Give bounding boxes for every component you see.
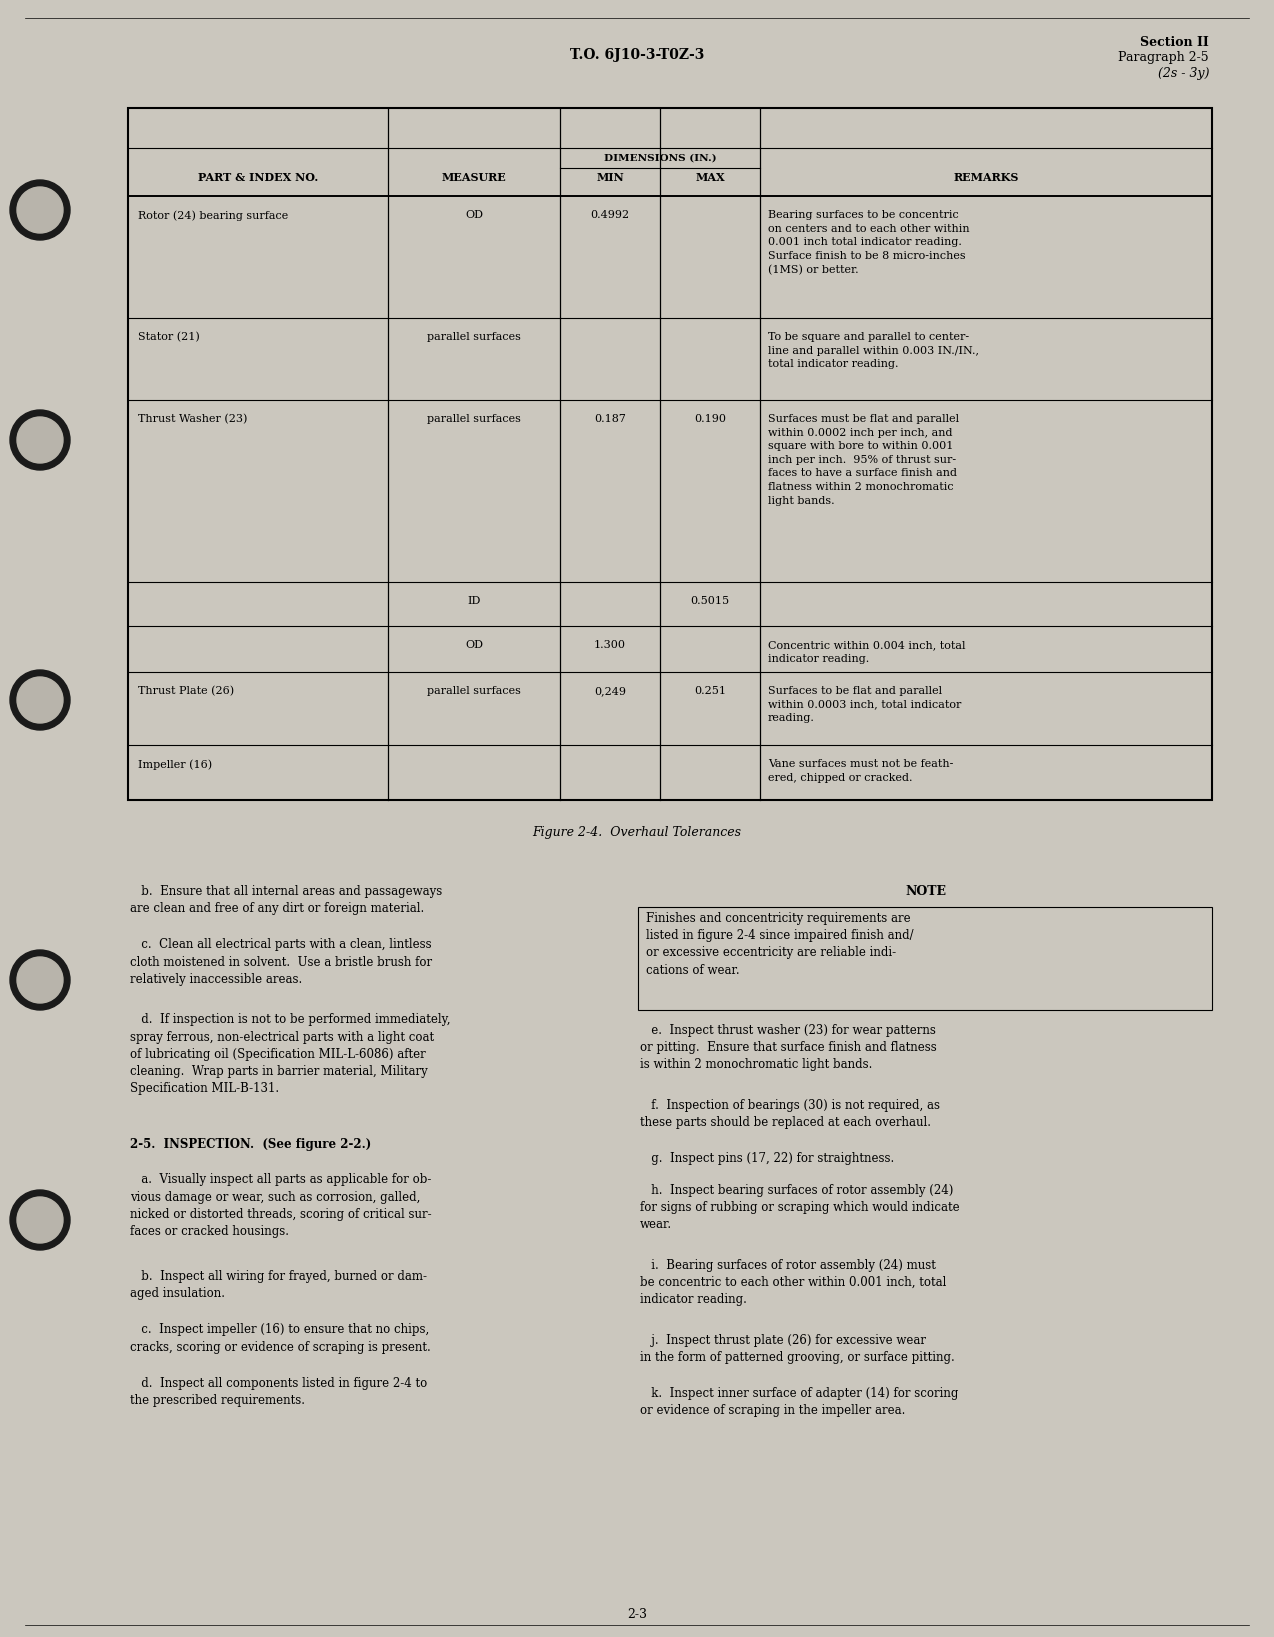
Text: Surfaces must be flat and parallel
within 0.0002 inch per inch, and
square with : Surfaces must be flat and parallel withi… (768, 414, 959, 506)
Text: T.O. 6J10-3-T0Z-3: T.O. 6J10-3-T0Z-3 (569, 47, 705, 62)
Text: h.  Inspect bearing surfaces of rotor assembly (24)
for signs of rubbing or scra: h. Inspect bearing surfaces of rotor ass… (640, 1184, 959, 1231)
Circle shape (17, 958, 62, 1003)
Text: e.  Inspect thrust washer (23) for wear patterns
or pitting.  Ensure that surfac: e. Inspect thrust washer (23) for wear p… (640, 1023, 936, 1071)
Text: d.  If inspection is not to be performed immediately,
spray ferrous, non-electri: d. If inspection is not to be performed … (130, 1013, 451, 1095)
Text: j.  Inspect thrust plate (26) for excessive wear
in the form of patterned groovi: j. Inspect thrust plate (26) for excessi… (640, 1334, 954, 1364)
Text: 0.4992: 0.4992 (590, 210, 629, 219)
Text: Figure 2-4.  Overhaul Tolerances: Figure 2-4. Overhaul Tolerances (533, 827, 741, 840)
Text: To be square and parallel to center-
line and parallel within 0.003 IN./IN.,
tot: To be square and parallel to center- lin… (768, 332, 978, 370)
Text: Paragraph 2-5: Paragraph 2-5 (1119, 51, 1209, 64)
Text: parallel surfaces: parallel surfaces (427, 414, 521, 424)
Text: d.  Inspect all components listed in figure 2-4 to
the prescribed requirements.: d. Inspect all components listed in figu… (130, 1377, 427, 1406)
Text: (2s - 3y): (2s - 3y) (1158, 67, 1209, 80)
Text: 0.190: 0.190 (694, 414, 726, 424)
Bar (127, 108, 1212, 800)
Text: 0.187: 0.187 (594, 414, 626, 424)
Bar (638, 907, 1212, 1010)
Circle shape (17, 187, 62, 232)
Circle shape (10, 409, 70, 470)
Text: OD: OD (465, 210, 483, 219)
Text: 0.5015: 0.5015 (691, 596, 730, 606)
Text: Rotor (24) bearing surface: Rotor (24) bearing surface (138, 210, 288, 221)
Circle shape (17, 417, 62, 463)
Text: g.  Inspect pins (17, 22) for straightness.: g. Inspect pins (17, 22) for straightnes… (640, 1152, 894, 1166)
Text: b.  Inspect all wiring for frayed, burned or dam-
aged insulation.: b. Inspect all wiring for frayed, burned… (130, 1270, 427, 1300)
Text: MIN: MIN (596, 172, 624, 183)
Text: c.  Inspect impeller (16) to ensure that no chips,
cracks, scoring or evidence o: c. Inspect impeller (16) to ensure that … (130, 1323, 431, 1354)
Text: Bearing surfaces to be concentric
on centers and to each other within
0.001 inch: Bearing surfaces to be concentric on cen… (768, 210, 970, 275)
Circle shape (17, 678, 62, 724)
Text: ID: ID (468, 596, 480, 606)
Text: PART & INDEX NO.: PART & INDEX NO. (197, 172, 318, 183)
Text: Surfaces to be flat and parallel
within 0.0003 inch, total indicator
reading.: Surfaces to be flat and parallel within … (768, 686, 962, 724)
Text: a.  Visually inspect all parts as applicable for ob-
vious damage or wear, such : a. Visually inspect all parts as applica… (130, 1174, 432, 1238)
Text: 2-5.  INSPECTION.  (See figure 2-2.): 2-5. INSPECTION. (See figure 2-2.) (130, 1138, 371, 1151)
Text: 1.300: 1.300 (594, 640, 626, 650)
Text: c.  Clean all electrical parts with a clean, lintless
cloth moistened in solvent: c. Clean all electrical parts with a cle… (130, 938, 432, 985)
Text: MAX: MAX (696, 172, 725, 183)
Text: REMARKS: REMARKS (953, 172, 1019, 183)
Text: MEASURE: MEASURE (442, 172, 506, 183)
Text: Section II: Section II (1140, 36, 1209, 49)
Text: Concentric within 0.004 inch, total
indicator reading.: Concentric within 0.004 inch, total indi… (768, 640, 966, 663)
Text: parallel surfaces: parallel surfaces (427, 686, 521, 696)
Circle shape (17, 1197, 62, 1242)
Circle shape (10, 1190, 70, 1251)
Text: Impeller (16): Impeller (16) (138, 760, 213, 769)
Text: i.  Bearing surfaces of rotor assembly (24) must
be concentric to each other wit: i. Bearing surfaces of rotor assembly (2… (640, 1259, 947, 1306)
Text: b.  Ensure that all internal areas and passageways
are clean and free of any dir: b. Ensure that all internal areas and pa… (130, 886, 442, 915)
Text: 0,249: 0,249 (594, 686, 626, 696)
Text: Thrust Washer (23): Thrust Washer (23) (138, 414, 247, 424)
Circle shape (10, 670, 70, 730)
Text: NOTE: NOTE (906, 886, 947, 899)
Text: parallel surfaces: parallel surfaces (427, 332, 521, 342)
Text: 2-3: 2-3 (627, 1608, 647, 1621)
Text: k.  Inspect inner surface of adapter (14) for scoring
or evidence of scraping in: k. Inspect inner surface of adapter (14)… (640, 1387, 958, 1418)
Text: OD: OD (465, 640, 483, 650)
Text: Finishes and concentricity requirements are
listed in figure 2-4 since impaired : Finishes and concentricity requirements … (646, 912, 913, 977)
Circle shape (10, 180, 70, 241)
Text: 0.251: 0.251 (694, 686, 726, 696)
Text: Thrust Plate (26): Thrust Plate (26) (138, 686, 234, 696)
Text: f.  Inspection of bearings (30) is not required, as
these parts should be replac: f. Inspection of bearings (30) is not re… (640, 1098, 940, 1130)
Text: Vane surfaces must not be feath-
ered, chipped or cracked.: Vane surfaces must not be feath- ered, c… (768, 760, 953, 782)
Text: DIMENSIONS (IN.): DIMENSIONS (IN.) (604, 154, 716, 164)
Text: Stator (21): Stator (21) (138, 332, 200, 342)
Circle shape (10, 949, 70, 1010)
